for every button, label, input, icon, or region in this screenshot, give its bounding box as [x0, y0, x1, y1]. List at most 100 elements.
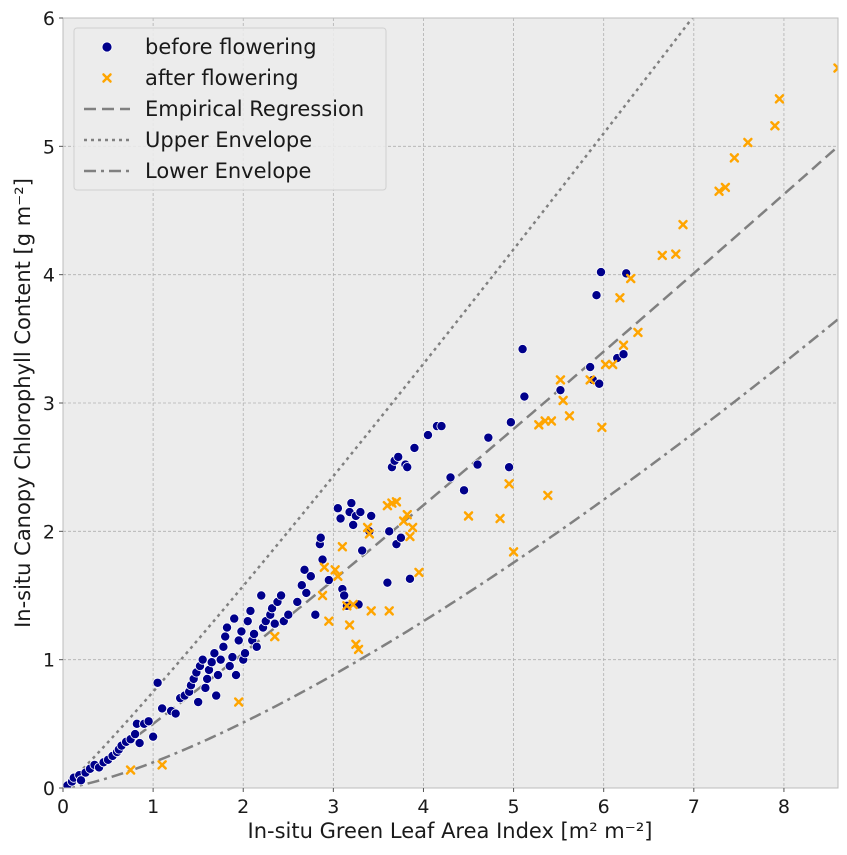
- x-tick-label: 4: [417, 796, 429, 818]
- before-flowering-point: [483, 432, 494, 443]
- before-flowering-point: [157, 703, 168, 714]
- before-flowering-point: [555, 385, 566, 396]
- after-flowering-point: [678, 219, 688, 230]
- before-flowering-point: [409, 442, 420, 453]
- before-flowering-point: [404, 573, 415, 584]
- before-flowering-point: [233, 635, 244, 646]
- after-flowering-point: [414, 567, 424, 578]
- legend-after-flowering-marker: [102, 73, 112, 83]
- after-flowering-point: [597, 422, 607, 433]
- before-flowering-point: [505, 417, 516, 428]
- before-flowering-point: [240, 648, 251, 659]
- after-flowering-point: [774, 94, 785, 104]
- before-flowering-point: [348, 519, 359, 530]
- after-flowering-point: [330, 565, 340, 575]
- before-flowering-point: [249, 629, 260, 640]
- after-flowering-point: [729, 153, 740, 163]
- after-flowering-point: [618, 340, 629, 350]
- before-flowering-point: [130, 729, 141, 740]
- after-flowering-point: [366, 606, 376, 616]
- before-flowering-point: [472, 459, 483, 470]
- before-flowering-point: [332, 503, 343, 514]
- after-flowering-point: [398, 516, 409, 526]
- after-flowering-point: [615, 293, 625, 303]
- after-flowering-point: [344, 620, 355, 630]
- y-tick-label: 6: [43, 8, 55, 30]
- after-flowering-point: [337, 541, 348, 552]
- after-flowering-point: [546, 416, 557, 426]
- lower-envelope-line: [63, 318, 838, 788]
- before-flowering-point: [305, 571, 316, 582]
- x-tick-label: 3: [327, 796, 339, 818]
- before-flowering-point: [245, 605, 256, 616]
- scatter-points: [63, 63, 838, 788]
- before-flowering-point: [310, 609, 321, 620]
- before-flowering-point: [595, 267, 606, 278]
- before-flowering-point: [436, 421, 447, 432]
- after-flowering-point: [353, 644, 364, 655]
- legend-lower-envelope-label: Lower Envelope: [145, 159, 311, 183]
- before-flowering-point: [283, 609, 294, 620]
- before-flowering-point: [519, 391, 530, 402]
- y-tick-label: 0: [43, 778, 55, 800]
- before-flowering-point: [227, 652, 238, 663]
- after-flowering-point: [714, 186, 724, 196]
- after-flowering-point: [657, 250, 668, 261]
- before-flowering-point: [355, 507, 366, 518]
- before-flowering-point: [591, 290, 602, 301]
- before-flowering-point: [143, 716, 154, 727]
- after-flowering-point: [351, 639, 361, 650]
- before-flowering-point: [148, 731, 159, 742]
- after-flowering-point: [720, 182, 731, 193]
- before-flowering-point: [315, 532, 326, 543]
- before-flowering-point: [267, 603, 278, 614]
- after-flowering-point: [585, 375, 595, 385]
- after-flowering-point: [364, 529, 375, 539]
- before-flowering-point: [269, 618, 280, 629]
- before-flowering-point: [134, 738, 145, 749]
- after-flowering-point: [405, 531, 415, 542]
- y-tick-label: 4: [43, 265, 55, 287]
- x-axis-label: In-situ Green Leaf Area Index [m² m⁻²]: [248, 819, 653, 843]
- after-flowering-point: [495, 513, 505, 524]
- after-flowering-point: [348, 599, 358, 610]
- y-axis-label: In-situ Canopy Chlorophyll Content [g m⁻…: [11, 178, 35, 628]
- before-flowering-point: [384, 526, 395, 537]
- after-flowering-point: [233, 697, 244, 707]
- before-flowering-point: [292, 596, 303, 607]
- before-flowering-point: [76, 775, 87, 786]
- after-flowering-point: [508, 547, 519, 557]
- y-tick-label: 1: [43, 650, 55, 672]
- before-flowering-point: [339, 590, 350, 601]
- before-flowering-point: [445, 472, 456, 483]
- before-flowering-point: [229, 613, 240, 624]
- before-flowering-point: [200, 682, 211, 693]
- x-tick-label: 2: [237, 796, 249, 818]
- after-flowering-point: [384, 606, 394, 616]
- after-flowering-point: [391, 497, 402, 507]
- before-flowering-point: [231, 670, 242, 681]
- x-tick-label: 5: [508, 796, 520, 818]
- before-flowering-point: [517, 344, 528, 355]
- before-flowering-point: [459, 485, 470, 496]
- after-flowering-point: [625, 273, 636, 284]
- after-flowering-point: [743, 137, 753, 148]
- before-flowering-point: [402, 462, 413, 473]
- legend-upper-envelope-label: Upper Envelope: [145, 128, 312, 152]
- before-flowering-point: [220, 631, 231, 642]
- after-flowering-point: [671, 249, 681, 259]
- x-tick-label: 8: [778, 796, 790, 818]
- after-flowering-point: [543, 490, 553, 501]
- before-flowering-point: [618, 349, 629, 360]
- before-flowering-point: [585, 362, 596, 373]
- after-flowering-point: [770, 121, 780, 131]
- before-flowering-point: [299, 564, 310, 575]
- before-flowering-point: [193, 697, 204, 708]
- after-flowering-point: [270, 631, 280, 642]
- before-flowering-point: [206, 657, 217, 668]
- x-tick-label: 6: [598, 796, 610, 818]
- after-flowering-point: [157, 760, 167, 770]
- after-flowering-point: [324, 616, 334, 626]
- before-flowering-point: [218, 641, 229, 652]
- before-flowering-point: [236, 626, 247, 637]
